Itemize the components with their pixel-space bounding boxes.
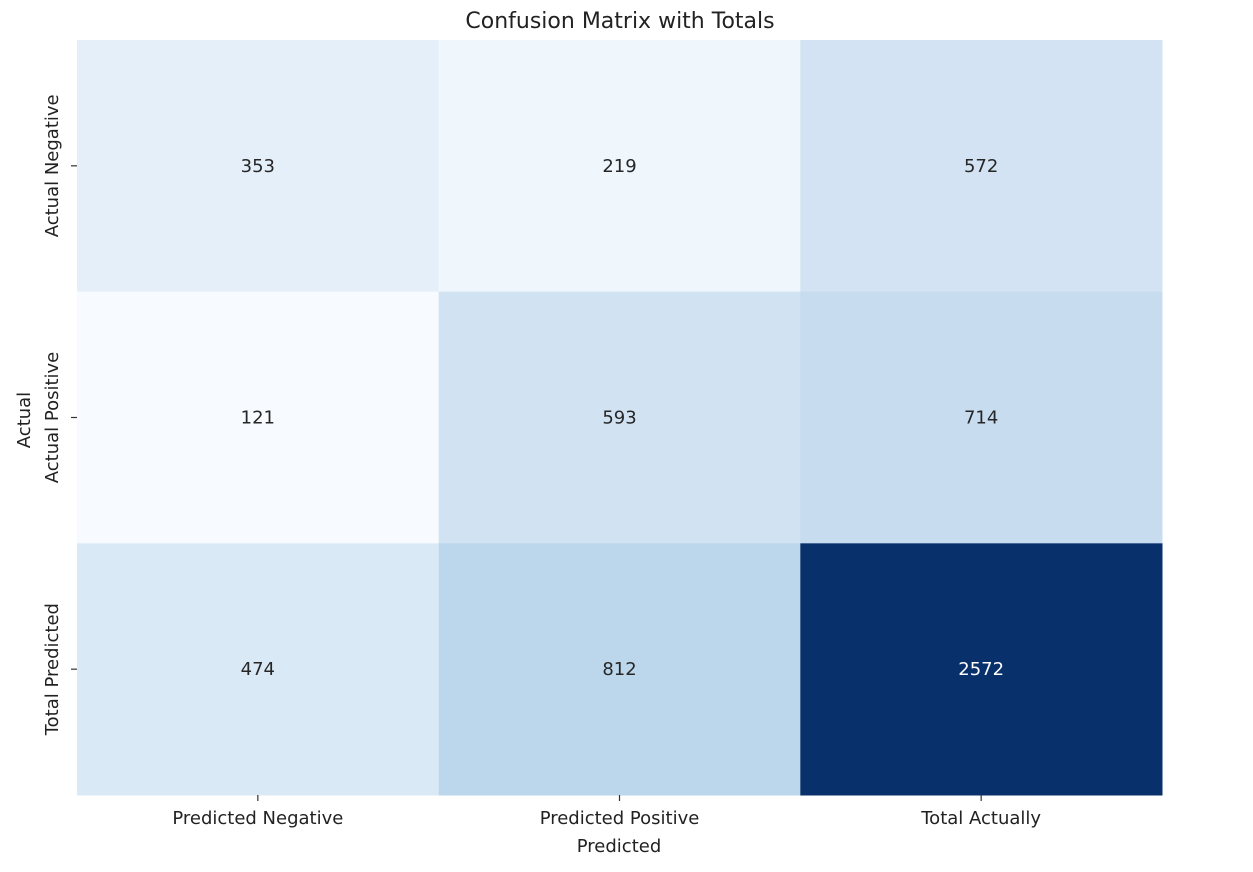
- x-tick-label-2: Total Actually: [920, 808, 1041, 829]
- x-axis-ticks: Predicted Negative Predicted Positive Tota…: [172, 795, 1041, 829]
- y-tick-label-2: Total Predicted: [42, 603, 63, 736]
- x-axis-label: Predicted: [577, 836, 662, 857]
- cell-value-r2-c2: 2572: [958, 659, 1004, 680]
- cell-value-r0-c2: 572: [964, 156, 998, 177]
- heatmap-cell-r0-c2: [800, 40, 1163, 293]
- heatmap-cell-r1-c1: [438, 291, 801, 544]
- cell-value-r1-c1: 593: [602, 408, 636, 429]
- y-axis-ticks: Actual Negative Actual Positive Total Pred…: [42, 94, 77, 736]
- heatmap-cell-r2-c0: [77, 543, 440, 796]
- cell-value-r0-c1: 219: [602, 156, 636, 177]
- heatmap-cell-r2-c1: [438, 543, 801, 796]
- heatmap-cells: [77, 40, 1163, 796]
- x-tick-label-1: Predicted Positive: [540, 808, 700, 829]
- y-axis-label: Actual: [14, 392, 35, 448]
- cell-value-r1-c2: 714: [964, 408, 998, 429]
- heatmap-cell-r1-c2: [800, 291, 1163, 544]
- cell-value-r1-c0: 121: [241, 408, 275, 429]
- chart-title: Confusion Matrix with Totals: [465, 9, 774, 34]
- heatmap-cell-r1-c0: [77, 291, 440, 544]
- x-tick-label-0: Predicted Negative: [172, 808, 343, 829]
- y-tick-label-1: Actual Positive: [42, 352, 63, 484]
- heatmap-cell-r0-c1: [438, 40, 801, 293]
- y-tick-label-0: Actual Negative: [42, 94, 63, 237]
- heatmap-cell-labels: 353 219 572 121 593 714 474 812 2572: [241, 156, 1004, 680]
- heatmap-cell-r0-c0: [77, 40, 440, 293]
- cell-value-r0-c0: 353: [241, 156, 275, 177]
- cell-value-r2-c0: 474: [241, 659, 275, 680]
- cell-value-r2-c1: 812: [602, 659, 636, 680]
- heatmap-cell-r2-c2: [800, 543, 1163, 796]
